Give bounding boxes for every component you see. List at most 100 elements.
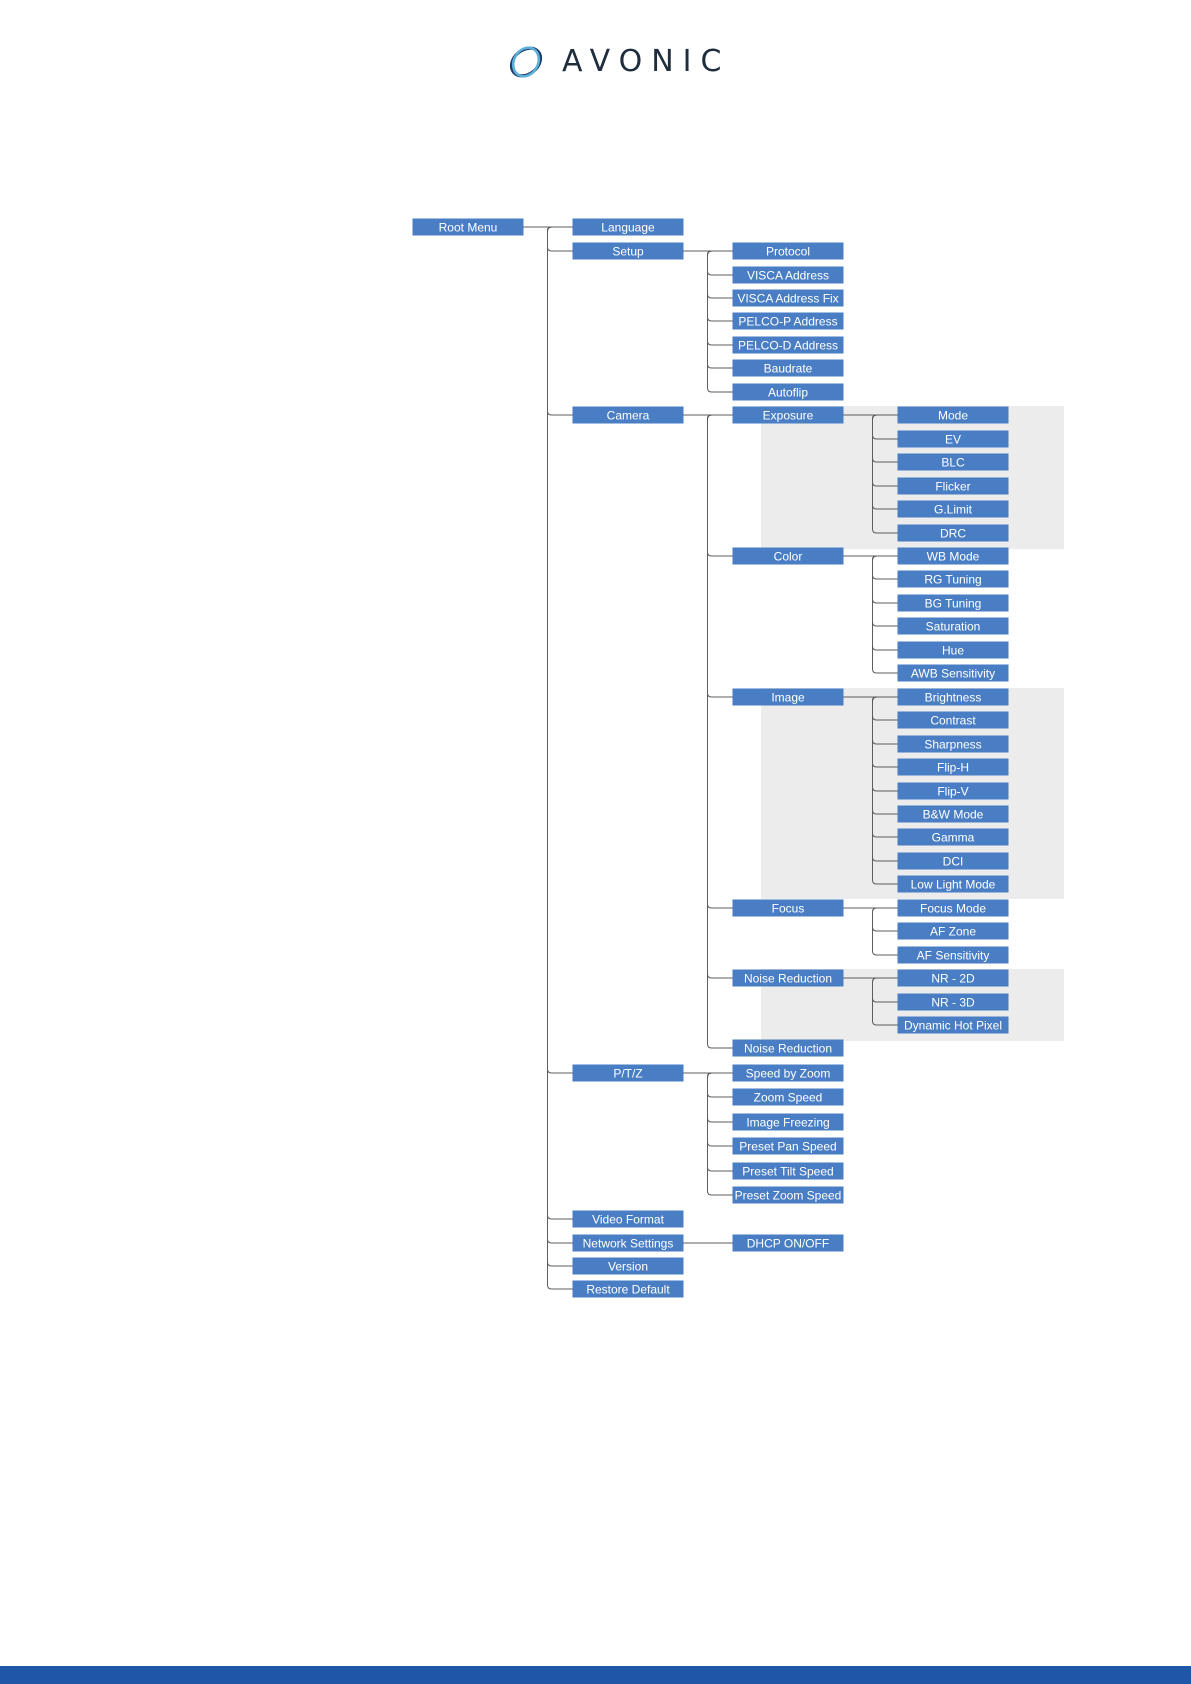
- menu-node-label: Video Format: [592, 1213, 664, 1227]
- menu-node-nr-2d: NR - 2D: [897, 969, 1009, 987]
- menu-node-label: Flicker: [935, 480, 970, 494]
- connector-ptz-preset-zoom-speed: [683, 1072, 733, 1196]
- menu-node-bg-tuning: BG Tuning: [897, 594, 1009, 612]
- menu-node-box: [897, 875, 1009, 893]
- menu-node-box: [732, 336, 844, 354]
- menu-node-label: NR - 2D: [931, 972, 975, 986]
- menu-node-box: [732, 899, 844, 917]
- menu-node-box: [732, 1234, 844, 1252]
- connector-color-saturation: [843, 555, 898, 627]
- menu-node-box: [732, 1064, 844, 1082]
- menu-node-video-format: Video Format: [572, 1210, 684, 1228]
- menu-node-gamma: Gamma: [897, 828, 1009, 846]
- menu-node-af-zone: AF Zone: [897, 922, 1009, 940]
- menu-node-label: EV: [945, 433, 961, 447]
- menu-node-label: PELCO-P Address: [738, 315, 837, 329]
- menu-node-box: [897, 828, 1009, 846]
- menu-node-label: Mode: [938, 409, 968, 423]
- menu-node-label: Focus Mode: [920, 902, 986, 916]
- menu-node-box: [897, 617, 1009, 635]
- menu-node-label: AF Zone: [930, 925, 976, 939]
- menu-node-label: RG Tuning: [924, 573, 981, 587]
- menu-node-blc: BLC: [897, 453, 1009, 471]
- menu-node-exposure: Exposure: [732, 406, 844, 424]
- connector-camera-noise-reduction-2: [683, 414, 733, 1049]
- menu-node-box: [732, 1137, 844, 1155]
- menu-node-box: [572, 1210, 684, 1228]
- menu-node-image-freezing: Image Freezing: [732, 1113, 844, 1131]
- menu-node-pelco-d-address: PELCO-D Address: [732, 336, 844, 354]
- connector-setup-autoflip: [683, 250, 733, 393]
- menu-node-nr-3d: NR - 3D: [897, 993, 1009, 1011]
- menu-node-box: [732, 1039, 844, 1057]
- menu-node-network-settings: Network Settings: [572, 1234, 684, 1252]
- menu-node-box: [732, 1113, 844, 1131]
- menu-node-label: Preset Pan Speed: [739, 1140, 836, 1154]
- menu-node-label: Network Settings: [583, 1237, 674, 1251]
- connector-noise-reduction-dynamic-hot-pixel: [843, 977, 898, 1026]
- menu-node-box: [732, 1186, 844, 1204]
- menu-node-hue: Hue: [897, 641, 1009, 659]
- menu-node-flip-h: Flip-H: [897, 758, 1009, 776]
- menu-node-label: Color: [774, 550, 803, 564]
- menu-node-box: [897, 782, 1009, 800]
- menu-node-box: [897, 570, 1009, 588]
- avonic-wordmark: AVONIC: [562, 44, 731, 79]
- menu-node-box: [897, 852, 1009, 870]
- menu-node-label: Setup: [612, 245, 644, 259]
- menu-node-box: [897, 524, 1009, 542]
- menu-node-setup: Setup: [572, 242, 684, 260]
- menu-node-box: [732, 242, 844, 260]
- menu-node-box: [732, 383, 844, 401]
- menu-node-label: Restore Default: [586, 1283, 670, 1297]
- menu-node-label: Baudrate: [764, 362, 813, 376]
- menu-node-box: [897, 664, 1009, 682]
- menu-node-box: [897, 641, 1009, 659]
- menu-node-label: Noise Reduction: [744, 1042, 832, 1056]
- menu-node-label: Image Freezing: [746, 1116, 829, 1130]
- menu-node-label: DHCP ON/OFF: [747, 1237, 829, 1251]
- menu-node-box: [572, 406, 684, 424]
- menu-node-dynamic-hot-pixel: Dynamic Hot Pixel: [897, 1016, 1009, 1034]
- menu-node-box: [572, 1234, 684, 1252]
- menu-node-camera: Camera: [572, 406, 684, 424]
- menu-node-box: [572, 1257, 684, 1275]
- menu-node-sharpness: Sharpness: [897, 735, 1009, 753]
- connector-image-low-light-mode: [843, 696, 898, 885]
- connector-root-restore-default: [523, 226, 573, 1290]
- menu-node-label: Flip-V: [937, 785, 968, 799]
- menu-node-label: PELCO-D Address: [738, 339, 838, 353]
- menu-node-dhcp-on-off: DHCP ON/OFF: [732, 1234, 844, 1252]
- menu-node-label: Saturation: [926, 620, 981, 634]
- menu-node-awb-sensitivity: AWB Sensitivity: [897, 664, 1009, 682]
- menu-node-box: [897, 453, 1009, 471]
- menu-node-box: [732, 312, 844, 330]
- menu-node-color: Color: [732, 547, 844, 565]
- menu-node-label: NR - 3D: [931, 996, 975, 1010]
- menu-node-low-light-mode: Low Light Mode: [897, 875, 1009, 893]
- menu-node-box: [897, 688, 1009, 706]
- menu-node-box: [897, 758, 1009, 776]
- menu-node-label: Contrast: [930, 714, 976, 728]
- menu-node-box: [897, 547, 1009, 565]
- menu-node-flicker: Flicker: [897, 477, 1009, 495]
- menu-node-box: [897, 477, 1009, 495]
- menu-node-focus-mode: Focus Mode: [897, 899, 1009, 917]
- menu-node-box: [897, 969, 1009, 987]
- menu-node-label: Focus: [772, 902, 805, 916]
- menu-node-bw-mode: B&W Mode: [897, 805, 1009, 823]
- menu-node-wb-mode: WB Mode: [897, 547, 1009, 565]
- menu-node-box: [572, 218, 684, 236]
- menu-node-label: Version: [608, 1260, 648, 1274]
- menu-node-ptz: P/T/Z: [572, 1064, 684, 1082]
- menu-node-box: [732, 547, 844, 565]
- menu-node-label: P/T/Z: [613, 1067, 642, 1081]
- menu-node-box: [897, 500, 1009, 518]
- menu-node-drc: DRC: [897, 524, 1009, 542]
- menu-node-label: Brightness: [925, 691, 982, 705]
- menu-node-box: [897, 1016, 1009, 1034]
- menu-node-label: Low Light Mode: [911, 878, 996, 892]
- menu-node-box: [572, 1280, 684, 1298]
- menu-node-label: Preset Tilt Speed: [742, 1165, 833, 1179]
- menu-node-label: Flip-H: [937, 761, 969, 775]
